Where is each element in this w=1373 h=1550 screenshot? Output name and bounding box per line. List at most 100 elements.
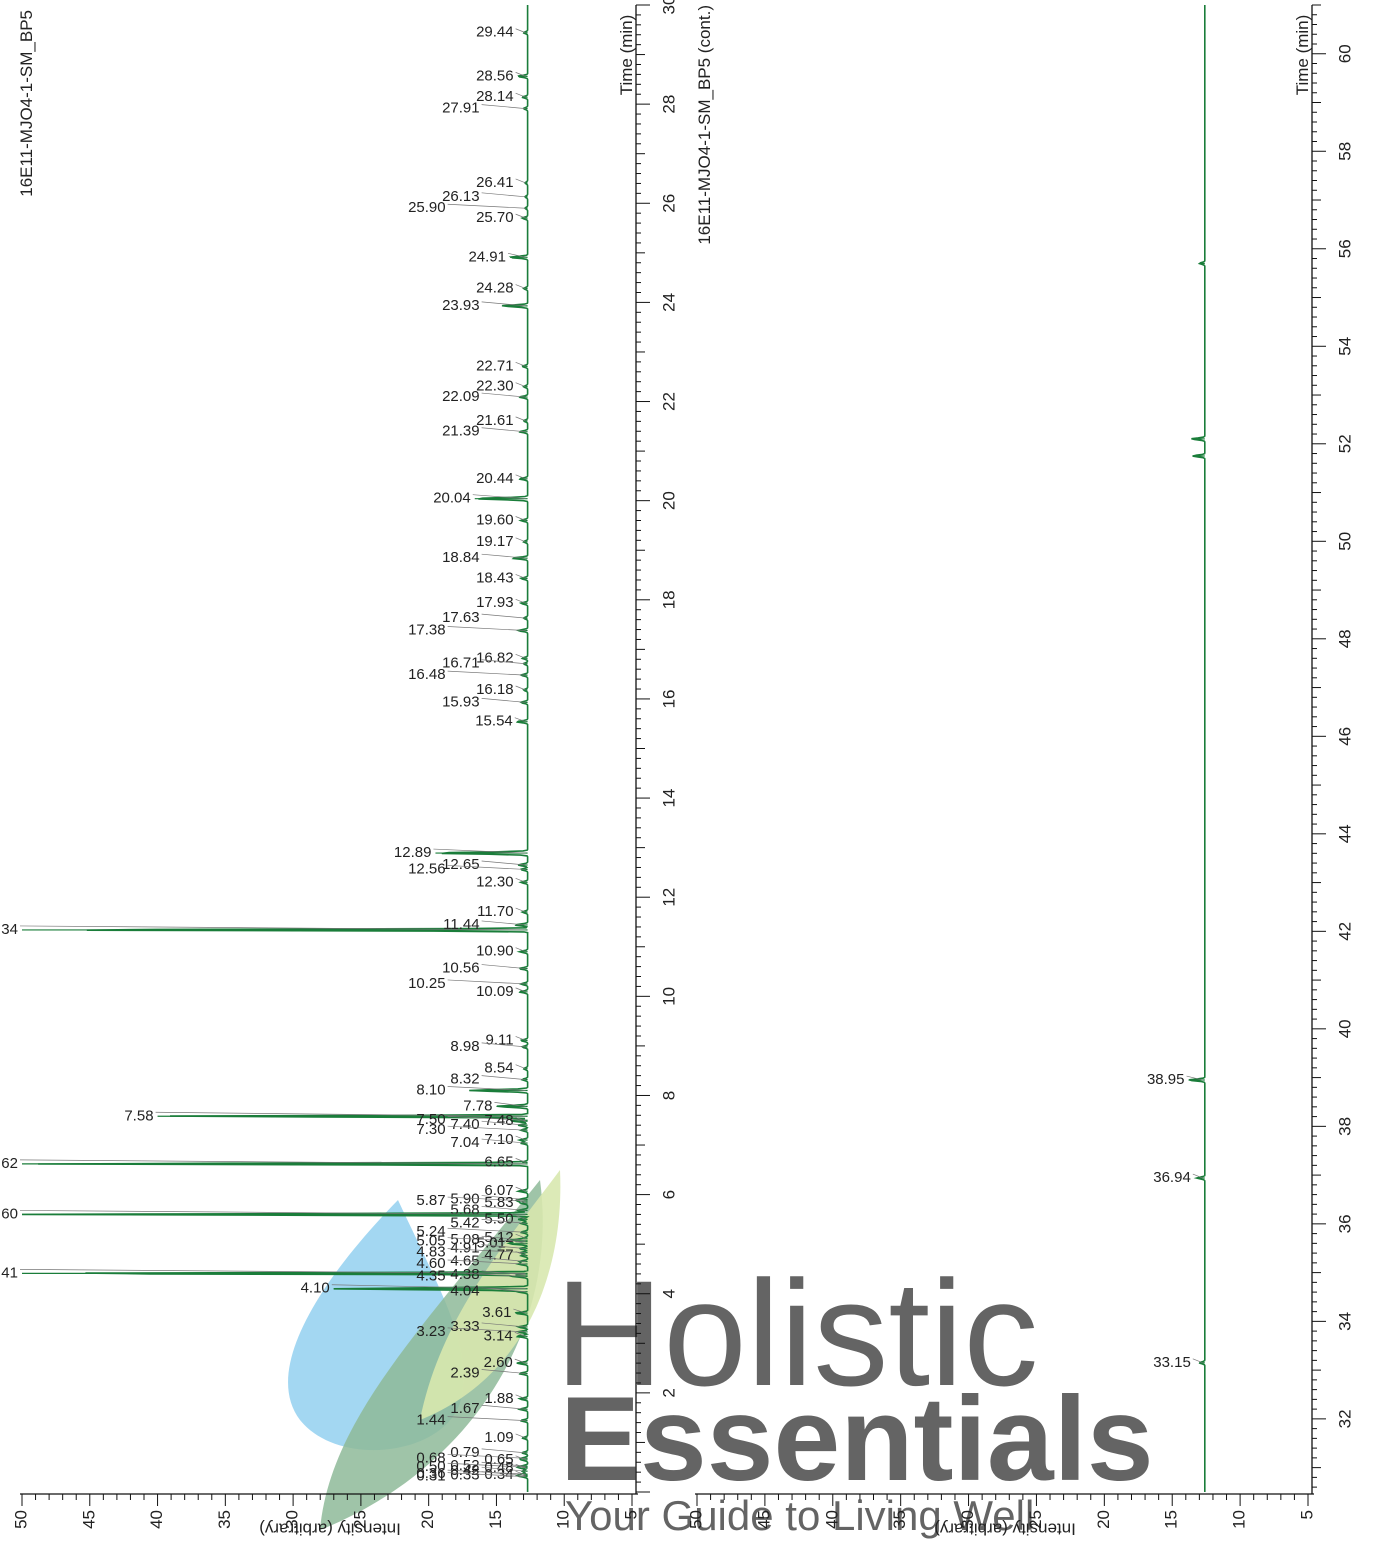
panel1-intensity-tick-label: 50 (11, 1510, 30, 1529)
panel1-peak-label: 7.30 (416, 1121, 445, 1138)
panel1-time-tick-label: 16 (659, 689, 678, 708)
panel1-peak-label: 25.90 (408, 199, 446, 216)
panel1-peak-leader (515, 987, 526, 993)
panel1-peak-label: 17.63 (442, 609, 480, 626)
panel1-peak-leader (515, 72, 526, 77)
panel1-peak-leader (515, 1198, 526, 1204)
panel1-peak-leader (447, 1327, 526, 1333)
panel1-peak-leader (515, 1036, 526, 1041)
panel1-peak-label: 0.34 (484, 1466, 513, 1483)
panel1-peak-label: 3.23 (416, 1323, 445, 1340)
panel1-peak-leader (515, 516, 526, 521)
panel1-peak-label: 0.36 (416, 1465, 445, 1482)
panel2-time-tick-label: 58 (1335, 142, 1354, 161)
panel1-peak-label: 22.09 (442, 388, 480, 405)
panel1-peak-leader (515, 416, 526, 422)
panel1-peak-label: 1.67 (450, 1400, 479, 1417)
panel1-peak-leader (515, 1394, 526, 1400)
panel1-peak-label: 8.98 (450, 1038, 479, 1055)
panel1-peak-leader (515, 284, 526, 289)
panel1-peak-label: 4.77 (484, 1247, 513, 1264)
panel1-peak-leader (481, 1270, 526, 1276)
panel1-peak-label: 5.90 (450, 1191, 479, 1208)
panel1-peak-label: 18.43 (476, 569, 514, 586)
panel1-peak-label: 5.24 (416, 1223, 445, 1240)
panel1-peak-leader (19, 925, 526, 931)
panel1-peak-leader (447, 1196, 526, 1202)
panel1-peak-leader (155, 1111, 526, 1117)
panel2-intensity-tick-label: 10 (1230, 1510, 1249, 1529)
panel1-peak-label: 12.56 (408, 860, 446, 877)
panel1-peak-label: 0.33 (450, 1467, 479, 1484)
panel1-peak-leader (481, 964, 526, 969)
holistic-essentials-watermark: Holistic Essentials Your Guide to Living… (288, 1170, 1154, 1539)
panel1-peak-leader (447, 1125, 526, 1131)
panel1-peak-leader (515, 362, 526, 367)
panel2-intensity-tick-label: 30 (958, 1510, 977, 1529)
panel1-peak-leader (481, 613, 526, 619)
panel2-time-tick-label: 50 (1335, 532, 1354, 551)
panel2-intensity-tick-label: 25 (1026, 1510, 1045, 1529)
panel1-peak-leader (447, 1462, 526, 1468)
panel1-peak-leader (494, 1102, 526, 1107)
panel2-time-tick-label: 54 (1335, 337, 1354, 356)
panel1-peak-leader (515, 382, 526, 387)
panel1-peak-label: 7.48 (484, 1112, 513, 1129)
panel1-peak-label: 12.65 (442, 856, 480, 873)
panel1-peak-leader (481, 1120, 526, 1126)
panel1-peak-leader (515, 537, 526, 543)
panel2-time-tick-label: 34 (1335, 1312, 1354, 1331)
panel1-peak-label: 16.48 (408, 666, 446, 683)
panel1-intensity-tick-label: 15 (486, 1510, 505, 1529)
panel1-peak-leader (514, 1332, 526, 1337)
panel1-peak-label: 5.05 (416, 1233, 445, 1250)
panel1-peak-leader (19, 1269, 526, 1274)
panel1-peak-leader (507, 1239, 526, 1245)
panel2-time-tick-label: 60 (1335, 44, 1354, 63)
panel1-peak-label: 23.93 (442, 297, 480, 314)
panel1-peak-label: 10.56 (442, 960, 480, 977)
panel1-peak-leader (515, 28, 526, 34)
panel1-time-tick-label: 30 (659, 0, 678, 14)
panel1-peak-label: 9.11 (486, 1031, 514, 1048)
panel1-peak-leader (515, 1135, 526, 1141)
panel1-peak-leader (19, 1159, 526, 1165)
panel1-peak-leader (481, 1404, 526, 1410)
panel2-intensity-axis-title: Intensity (arbitrary) (934, 1520, 1076, 1539)
panel1-peak-label: 10.90 (476, 943, 514, 960)
panel2-time-axis-title: Time (min) (1293, 15, 1312, 96)
panel2-time-tick-label: 32 (1335, 1409, 1354, 1428)
panel1-peak-label: 16.18 (476, 681, 514, 698)
panel1-peak-leader (481, 1235, 526, 1241)
panel1-peak-leader (447, 865, 526, 870)
panel1-peak-label: 4.38 (450, 1266, 479, 1283)
panel1-time-axis-title: Time (min) (617, 15, 636, 96)
panel1-intensity-tick-label: 40 (147, 1510, 166, 1529)
panel1-time-tick-label: 12 (659, 888, 678, 907)
panel1-peak-leader (447, 626, 526, 631)
panel1-peak-leader (481, 1471, 526, 1476)
panel1-peak-leader (481, 1244, 526, 1249)
panel1-peak-label: 28.14 (476, 88, 514, 105)
panel1-peak-label: 12.89 (394, 844, 432, 861)
panel1-peak-label: 26.41 (476, 174, 514, 191)
panel1-peak-leader (515, 1215, 526, 1220)
panel1-peak-leader (481, 1466, 526, 1472)
panel1-peak-leader (481, 1369, 526, 1374)
panel1-peak-label: 11.44 (443, 916, 479, 933)
panel1-peak-leader (481, 1042, 526, 1048)
panel1-time-tick-label: 2 (659, 1388, 678, 1397)
panel1-peak-leader (447, 670, 526, 676)
panel1-peak-leader (515, 1186, 526, 1192)
panel1-peak-label: 6.07 (484, 1182, 513, 1199)
panel1-peak-leader (481, 1322, 526, 1328)
panel1-peak-label: 7.58 (124, 1107, 153, 1124)
panel1-time-tick-label: 14 (659, 789, 678, 808)
panel1-peak-label: 7.40 (450, 1116, 479, 1133)
watermark-tagline: Your Guide to Living Well (565, 1492, 1034, 1539)
panel1-time-tick-label: 8 (659, 1091, 678, 1100)
panel1-peak-label: 21.61 (476, 412, 514, 429)
panel1-peak-leader (515, 1433, 526, 1439)
panel1-peak-label: 7.78 (463, 1097, 492, 1114)
panel1-peak-leader (472, 494, 526, 500)
